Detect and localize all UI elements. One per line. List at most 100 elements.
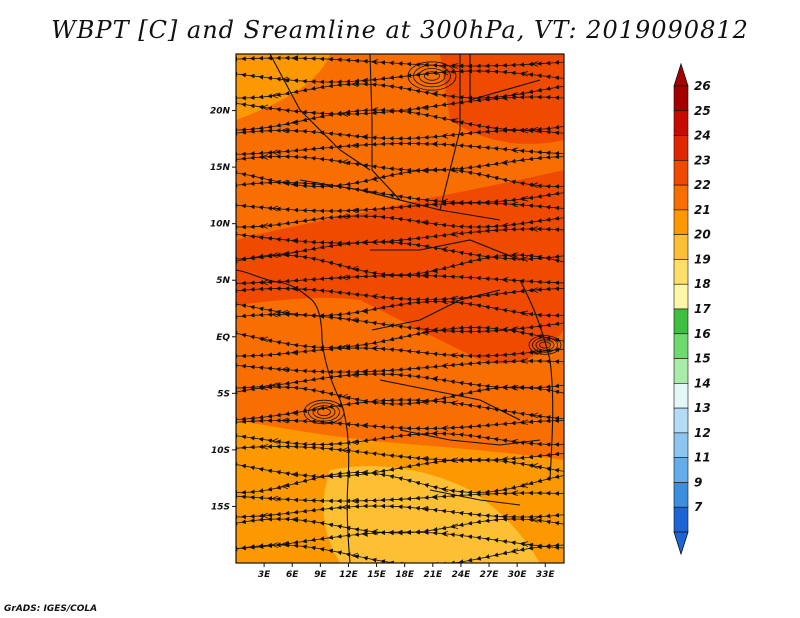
streamline-arrow: [260, 279, 269, 286]
lat-tick-label: 10N: [210, 220, 231, 230]
streamline-arrow: [290, 349, 299, 356]
streamline-arrow: [510, 548, 519, 555]
streamline-arrow: [520, 482, 529, 489]
colorbar-cell: [673, 308, 689, 335]
streamline-arrow: [520, 195, 529, 202]
lon-tick-label: 18E: [395, 570, 415, 580]
streamline-arrow: [430, 267, 439, 274]
colorbar-cell: [673, 259, 689, 285]
streamline-arrow: [360, 422, 369, 429]
streamline-arrow: [530, 61, 539, 67]
colorbar-cell: [673, 333, 689, 359]
streamline-arrow: [370, 345, 379, 352]
streamline-arrow: [350, 207, 359, 214]
streamline-arrow: [427, 562, 428, 563]
streamline-arrow: [440, 425, 449, 432]
streamline-arrow: [450, 400, 459, 406]
colorbar-cell: [673, 184, 689, 211]
streamline: [236, 345, 564, 359]
streamline-arrow: [270, 205, 279, 212]
streamline-arrow: [510, 201, 519, 208]
colorbar-cell: [673, 457, 689, 483]
streamline-arrow: [370, 398, 379, 405]
colorbar-label: 24: [694, 129, 711, 143]
streamline: [236, 431, 564, 447]
colorbar-label: 17: [694, 302, 711, 316]
colorbar-label: 20: [694, 228, 711, 242]
streamline: [236, 55, 564, 69]
vortex-ring: [532, 337, 558, 353]
vortex-ring: [317, 407, 331, 417]
streamline: [236, 213, 564, 230]
streamline: [236, 397, 564, 422]
streamline: [236, 490, 564, 504]
streamline-arrow: [420, 272, 429, 279]
streamline: [236, 180, 564, 205]
streamline-arrow: [340, 447, 349, 454]
streamline-arrow: [440, 363, 449, 369]
streamline-arrow: [500, 159, 509, 166]
streamline-arrow: [260, 336, 269, 343]
colorbar-top-arrow: [673, 62, 689, 87]
streamline-arrow: [350, 371, 359, 378]
streamline-arrow: [290, 119, 299, 126]
streamline-arrow: [450, 231, 459, 238]
streamline-arrow: [340, 504, 349, 511]
streamline-arrow: [430, 430, 439, 437]
colorbar-label: 7: [694, 500, 703, 514]
streamline-arrow: [440, 133, 449, 139]
lon-tick-label: 12E: [339, 570, 359, 580]
streamline-arrow: [520, 358, 529, 364]
streamline-arrow: [420, 505, 429, 512]
streamline-arrow: [370, 293, 379, 300]
lat-tick-label: 5S: [217, 389, 230, 399]
vortex-ring: [418, 68, 446, 85]
streamline: [236, 358, 564, 375]
streamline-arrow: [280, 76, 289, 83]
lon-tick-label: 27E: [480, 570, 500, 580]
streamline-arrow: [530, 287, 539, 294]
colorbar-label: 14: [694, 376, 711, 390]
map-plot-area: [235, 53, 565, 564]
lon-tick-label: 24E: [452, 570, 472, 580]
lon-tick-label: 33E: [536, 570, 556, 580]
vortex-ring: [535, 339, 555, 351]
lon-tick-label: 30E: [508, 570, 528, 580]
lat-tick-label: 10S: [211, 446, 230, 456]
streamline-arrow: [430, 141, 439, 147]
colorbar-cell: [673, 234, 689, 260]
streamline-arrow: [280, 127, 289, 134]
colorbar-label: 21: [694, 203, 711, 217]
streamline-arrow: [500, 326, 509, 333]
streamline-arrow: [440, 69, 449, 76]
colorbar-bottom-arrow: [673, 531, 689, 556]
vortex-ring: [424, 71, 440, 81]
lon-tick-label: 6E: [286, 570, 299, 580]
streamline-arrow: [270, 495, 279, 502]
streamline: [236, 418, 564, 431]
streamline-arrow: [260, 443, 269, 450]
streamline-arrow: [280, 417, 289, 424]
streamline-arrow: [360, 187, 369, 194]
streamline-arrow: [510, 490, 519, 497]
streamline-arrow: [450, 117, 459, 124]
lon-tick-label: 3E: [258, 570, 271, 580]
streamline-arrow: [360, 531, 369, 537]
lon-tick-label: 21E: [423, 570, 443, 580]
streamline-arrow: [270, 149, 279, 156]
streamline-arrow: [420, 219, 429, 226]
streamline-arrow: [270, 311, 279, 318]
lat-tick-label: 15N: [210, 163, 231, 173]
streamline-arrow: [450, 167, 459, 174]
colorbar-cell: [673, 358, 689, 384]
colorbar-label: 19: [694, 252, 711, 266]
lon-tick-label: 9E: [314, 570, 327, 580]
colorbar-cell: [673, 85, 689, 112]
streamline-arrow: [530, 226, 539, 232]
vortex-ring: [303, 399, 345, 425]
colorbar-label: 23: [694, 153, 711, 167]
streamline-arrow: [530, 463, 539, 469]
streamline-arrow: [450, 352, 459, 359]
colorbar-cell: [673, 110, 689, 136]
streamline-arrow: [520, 419, 529, 426]
